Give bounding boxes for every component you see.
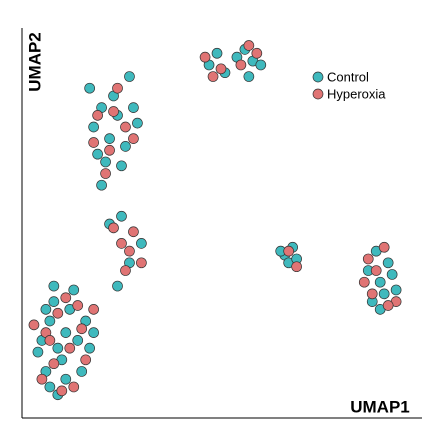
- point: [88, 137, 99, 148]
- point: [72, 335, 84, 346]
- point: [32, 346, 44, 358]
- point: [120, 265, 131, 276]
- point: [116, 210, 127, 222]
- point: [92, 148, 103, 160]
- point: [104, 133, 115, 144]
- point: [88, 121, 99, 133]
- point: [283, 245, 295, 257]
- point: [48, 280, 60, 292]
- point: [68, 284, 80, 296]
- point: [52, 342, 64, 354]
- point: [215, 63, 227, 75]
- point: [76, 366, 88, 377]
- point: [92, 110, 103, 121]
- point: [48, 296, 60, 307]
- point: [374, 276, 386, 288]
- point: [116, 160, 127, 172]
- point: [128, 226, 139, 238]
- point: [72, 300, 84, 311]
- point: [56, 385, 68, 397]
- point: [390, 284, 402, 296]
- point: [207, 71, 219, 82]
- point: [80, 354, 92, 366]
- point: [116, 238, 127, 249]
- point: [378, 241, 390, 253]
- point: [112, 82, 123, 94]
- point: [36, 373, 48, 385]
- point: [60, 327, 72, 338]
- point: [100, 156, 111, 168]
- point: [60, 373, 72, 385]
- point: [128, 133, 139, 144]
- legend-label: Hyperoxia: [327, 86, 386, 101]
- point: [243, 71, 255, 82]
- point: [370, 265, 382, 276]
- point: [44, 381, 56, 393]
- point: [104, 144, 115, 156]
- point: [132, 117, 143, 129]
- point: [136, 238, 147, 249]
- point: [362, 253, 374, 265]
- point: [124, 71, 135, 82]
- point: [211, 47, 223, 59]
- point: [243, 40, 255, 51]
- point: [120, 121, 131, 133]
- y-axis-label: UMAP2: [25, 32, 44, 92]
- point: [136, 257, 147, 269]
- point: [64, 342, 76, 354]
- point: [84, 342, 96, 354]
- point: [100, 168, 111, 179]
- point: [386, 269, 398, 280]
- point: [108, 106, 119, 117]
- point: [291, 261, 302, 273]
- point: [108, 222, 119, 234]
- point: [84, 82, 96, 94]
- point: [28, 319, 40, 331]
- point: [255, 59, 267, 71]
- point: [128, 102, 139, 113]
- point: [112, 280, 123, 292]
- point: [88, 327, 99, 338]
- point: [358, 276, 370, 288]
- point: [44, 335, 56, 346]
- legend-label: Control: [327, 69, 369, 84]
- point: [251, 47, 263, 59]
- point: [124, 245, 135, 257]
- point: [199, 51, 211, 63]
- point: [120, 141, 131, 152]
- point: [40, 304, 52, 315]
- point: [378, 288, 390, 300]
- x-axis-label: UMAP1: [350, 397, 410, 416]
- point: [382, 257, 394, 269]
- point: [60, 292, 72, 304]
- point: [76, 323, 88, 335]
- legend-marker: [312, 88, 324, 100]
- point: [235, 59, 247, 71]
- point: [96, 179, 107, 191]
- point: [44, 315, 56, 327]
- legend-marker: [312, 71, 324, 83]
- point: [88, 304, 99, 315]
- point: [68, 381, 80, 393]
- point: [52, 307, 64, 319]
- point: [382, 300, 394, 311]
- point: [48, 358, 60, 370]
- point: [366, 288, 378, 300]
